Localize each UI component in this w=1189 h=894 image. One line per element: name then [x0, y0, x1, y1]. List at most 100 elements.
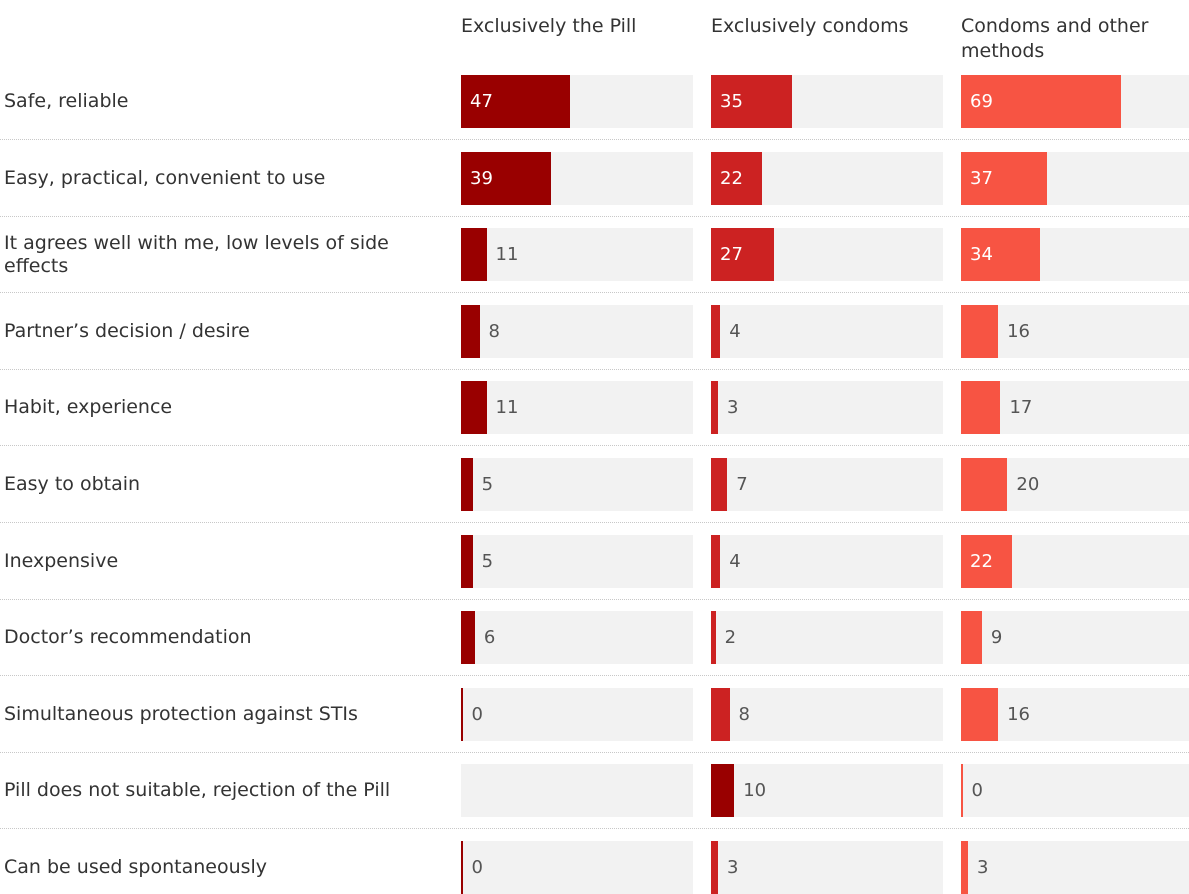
data-label: 69 [970, 91, 993, 112]
column-header-condoms-and-other-methods: Condoms and other methods [961, 15, 1149, 62]
row-separator [0, 598, 1189, 600]
row-separator [0, 292, 1189, 294]
bar-track: 17 [961, 381, 1189, 435]
bar-track: 3 [711, 381, 943, 435]
bar [711, 764, 735, 818]
bar [961, 687, 999, 741]
bar [461, 611, 475, 665]
category-label: It agrees well with me, low levels of si… [4, 231, 389, 277]
data-label: 11 [495, 397, 519, 419]
bar [961, 228, 1040, 282]
bar-track: 27 [711, 228, 943, 282]
bar-track: 47 [461, 75, 693, 128]
data-label: 47 [470, 91, 493, 112]
data-label: 0 [471, 857, 483, 878]
bar-track: 5 [461, 458, 693, 511]
category-label: Can be used spontaneously [4, 856, 268, 878]
data-label: 4 [729, 320, 741, 342]
data-label: 8 [738, 703, 750, 725]
row-separator [0, 215, 1189, 217]
data-label: 16 [1007, 320, 1031, 342]
data-label: 39 [470, 167, 493, 189]
bar-track: 9 [961, 611, 1189, 665]
data-label: 3 [726, 857, 739, 878]
bar-track: 3 [961, 841, 1189, 894]
bar-track: 6 [461, 611, 693, 665]
data-label: 3 [726, 397, 739, 419]
bar-track: 34 [961, 228, 1189, 282]
bar [961, 764, 963, 818]
bar [461, 458, 473, 511]
data-label: 27 [720, 244, 743, 266]
data-label: 22 [970, 550, 993, 572]
bar [461, 381, 487, 435]
bar-track: 11 [461, 228, 693, 282]
bar-track: 35 [711, 75, 943, 128]
category-label: Easy, practical, convenient to use [4, 166, 326, 189]
bar [461, 841, 463, 894]
bar [711, 687, 730, 741]
bar-track: 16 [961, 687, 1189, 741]
category-label: Partner’s decision / desire [4, 319, 250, 342]
bar [961, 458, 1008, 511]
category-label: Habit, experience [4, 396, 173, 419]
bar-track: 11 [461, 381, 693, 435]
bar [711, 381, 718, 435]
bar-track: 7 [711, 458, 943, 511]
data-label: 20 [1016, 474, 1040, 495]
data-label: 8 [488, 320, 500, 342]
data-label: 0 [471, 703, 483, 725]
bar [711, 841, 718, 894]
bar-track: 39 [461, 151, 693, 205]
bar [711, 228, 774, 282]
row-separator [0, 751, 1189, 753]
bar [961, 151, 1047, 205]
bar-track: 8 [461, 304, 693, 358]
bar [961, 381, 1001, 435]
bar [961, 304, 999, 358]
bar [711, 458, 728, 511]
data-label: 16 [1007, 703, 1031, 725]
bar [461, 151, 552, 205]
bar [461, 534, 473, 588]
bar-track: 16 [961, 304, 1189, 358]
column-header-exclusively-condoms: Exclusively condoms [711, 15, 909, 37]
bar-track: 22 [711, 151, 943, 205]
data-label: 4 [729, 550, 741, 572]
data-label: 22 [720, 167, 743, 189]
bar-track [461, 764, 693, 818]
bar [461, 687, 463, 741]
bar [961, 75, 1122, 128]
bar-track: 3 [711, 841, 943, 894]
data-label: 5 [481, 474, 494, 495]
bar [711, 151, 763, 205]
data-label: 5 [481, 550, 494, 572]
row-separator [0, 445, 1189, 447]
category-label: Pill does not suitable, rejection of the… [4, 779, 391, 802]
data-label: 9 [990, 627, 1003, 649]
bar-track: 2 [711, 611, 943, 665]
bar [711, 534, 721, 588]
data-label: 0 [971, 780, 983, 802]
bar-track: 20 [961, 458, 1189, 511]
data-label: 35 [720, 91, 743, 112]
category-label: Safe, reliable [4, 90, 129, 112]
row-separator [0, 368, 1189, 370]
bar-track: 4 [711, 534, 943, 588]
data-label: 10 [743, 780, 767, 802]
data-label: 34 [970, 244, 993, 266]
category-label: Inexpensive [4, 549, 119, 572]
bar [961, 534, 1013, 588]
data-label: 6 [483, 627, 496, 649]
bar-track: 10 [711, 764, 943, 818]
bar [461, 75, 571, 128]
row-separator [0, 675, 1189, 677]
data-label: 3 [976, 857, 989, 878]
bar-track: 5 [461, 534, 693, 588]
data-label: 11 [495, 244, 519, 266]
row-separator [0, 828, 1189, 830]
row-separator [0, 139, 1189, 140]
data-label: 17 [1009, 397, 1033, 419]
category-label: Doctor’s recommendation [4, 626, 252, 649]
